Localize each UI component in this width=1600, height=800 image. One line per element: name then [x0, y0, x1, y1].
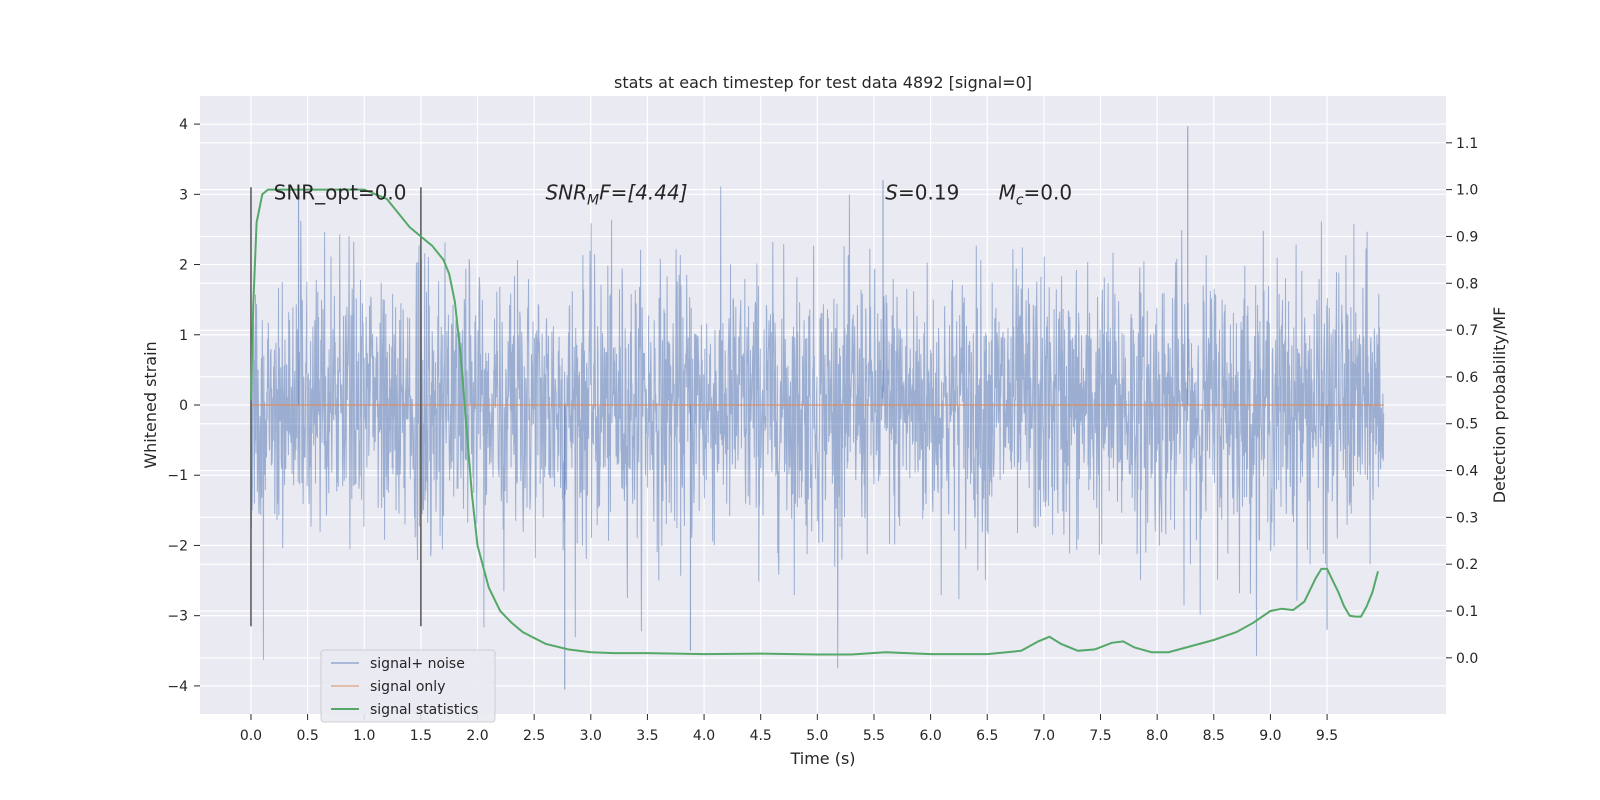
- x-tick-label: 1.0: [353, 728, 375, 744]
- x-tick-label: 8.5: [1203, 728, 1225, 744]
- x-tick-label: 1.5: [410, 728, 432, 744]
- annotation-s-label: S: [885, 180, 898, 204]
- y2-tick-label: 0.6: [1456, 370, 1478, 386]
- x-tick-label: 5.0: [806, 728, 828, 744]
- annotation-mc-sub: c: [1016, 192, 1024, 208]
- y-tick-label: −2: [167, 538, 188, 554]
- right-gridlines: [200, 142, 1446, 659]
- legend-label-stats: signal statistics: [370, 702, 478, 718]
- chart-title: stats at each timestep for test data 489…: [614, 73, 1032, 92]
- y-tick-label: 0: [179, 398, 188, 414]
- series-signal-plus-noise: [250, 126, 1385, 690]
- x-tick-label: 3.0: [580, 728, 602, 744]
- annotation-snr-mf-label: SNR: [545, 180, 587, 204]
- legend-label-signal: signal only: [370, 679, 445, 695]
- y-tick-label: −3: [167, 609, 188, 625]
- x-tick-label: 6.0: [919, 728, 941, 744]
- x-tick-label: 3.5: [636, 728, 658, 744]
- y2-tick-label: 0.3: [1456, 510, 1478, 526]
- y-tick-label: 2: [179, 258, 188, 274]
- x-tick-label: 4.5: [750, 728, 772, 744]
- legend-box: [320, 649, 496, 723]
- y2-axis-label: Detection probability/MF: [1490, 307, 1509, 504]
- annotation-snr-opt: SNR_opt=0.0: [274, 180, 407, 204]
- y-axis-label: Whitened strain: [141, 341, 160, 468]
- annotation-mc: Mc=0.0: [999, 180, 1073, 208]
- x-tick-label: 0.5: [296, 728, 318, 744]
- x-tick-labels: 0.0 0.5 1.0 1.5 2.0 2.5 3.0 3.5 4.0 4.5 5.0 5.5 6.0 6…: [240, 714, 1338, 744]
- x-tick-label: 4.0: [693, 728, 715, 744]
- annotation-snr-mf-sub: M: [587, 192, 599, 208]
- y2-tick-label: 1.1: [1456, 136, 1478, 152]
- x-tick-label: 2.0: [466, 728, 488, 744]
- series-signal-statistics: [250, 188, 1379, 656]
- left-tick-labels: 4 3 2 1 0 −1 −2 −3 −4: [167, 117, 200, 695]
- annotation-mc-tail: =0.0: [1024, 180, 1073, 204]
- noise-trace: [250, 186, 1385, 669]
- x-tick-label: 0.0: [240, 728, 262, 744]
- annotation-s: S=0.19: [885, 180, 959, 204]
- annotation-snr-mf: SNRMF=[4.44]: [545, 180, 687, 208]
- right-tick-labels: 1.1 1.0 0.9 0.8 0.7 0.6 0.5 0.4 0.3 0.2 0.1 0.0: [1446, 136, 1478, 667]
- y2-tick-label: 0.9: [1456, 229, 1478, 245]
- annotation-mc-label: M: [999, 180, 1016, 204]
- y-tick-label: −1: [167, 468, 188, 484]
- x-tick-label: 8.0: [1146, 728, 1168, 744]
- legend: signal+ noise signal only signal statist…: [320, 649, 496, 723]
- legend-label-noise: signal+ noise: [370, 656, 465, 672]
- y2-tick-label: 1.0: [1456, 183, 1478, 199]
- annotation-s-tail: =0.19: [898, 180, 959, 204]
- y2-tick-label: 0.5: [1456, 417, 1478, 433]
- x-tick-label: 5.5: [863, 728, 885, 744]
- y-tick-label: 4: [179, 117, 188, 133]
- x-tick-label: 2.5: [523, 728, 545, 744]
- x-tick-label: 7.0: [1033, 728, 1055, 744]
- y-tick-label: 3: [179, 187, 188, 203]
- x-tick-label: 9.5: [1316, 728, 1338, 744]
- annotation-snr-mf-tail: F=[4.44]: [599, 180, 687, 204]
- y-tick-label: −4: [167, 679, 188, 695]
- x-tick-label: 9.0: [1259, 728, 1281, 744]
- y2-tick-label: 0.2: [1456, 557, 1478, 573]
- x-axis-label: Time (s): [789, 749, 855, 768]
- y2-tick-label: 0.7: [1456, 323, 1478, 339]
- y-tick-label: 1: [179, 328, 188, 344]
- x-tick-label: 7.5: [1089, 728, 1111, 744]
- y2-tick-label: 0.8: [1456, 276, 1478, 292]
- y2-tick-label: 0.4: [1456, 464, 1478, 480]
- x-tick-label: 6.5: [976, 728, 998, 744]
- y2-tick-label: 0.0: [1456, 651, 1478, 667]
- y2-tick-label: 0.1: [1456, 604, 1478, 620]
